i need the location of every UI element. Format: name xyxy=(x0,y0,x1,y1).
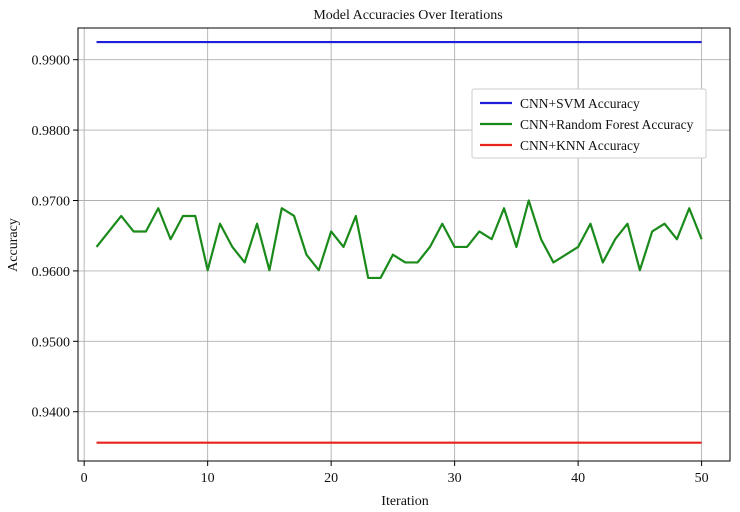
x-axis: 0 10 20 30 40 50 xyxy=(81,461,709,486)
y-tick-label: 0.9700 xyxy=(32,194,71,209)
x-tick-label: 20 xyxy=(324,471,338,486)
y-tick-label: 0.9800 xyxy=(32,124,71,139)
y-axis: 0.9400 0.9500 0.9600 0.9700 0.9800 0.9900 xyxy=(32,54,78,421)
y-tick-label: 0.9400 xyxy=(32,406,71,421)
legend-label-svm: CNN+SVM Accuracy xyxy=(520,96,640,111)
chart-title: Model Accuracies Over Iterations xyxy=(313,8,502,23)
y-tick-label: 0.9600 xyxy=(32,265,71,280)
x-tick-label: 0 xyxy=(81,471,88,486)
y-axis-label: Accuracy xyxy=(6,218,21,272)
legend: CNN+SVM Accuracy CNN+Random Forest Accur… xyxy=(471,88,707,159)
x-tick-label: 40 xyxy=(571,471,585,486)
legend-box xyxy=(471,88,707,159)
x-axis-label: Iteration xyxy=(381,494,428,509)
x-tick-label: 50 xyxy=(695,471,709,486)
plot-area-frame xyxy=(77,27,731,462)
x-tick-label: 30 xyxy=(448,471,462,486)
series-layer xyxy=(95,40,703,444)
legend-label-random-forest: CNN+Random Forest Accuracy xyxy=(520,117,694,132)
y-tick-label: 0.9900 xyxy=(32,54,71,69)
y-tick-label: 0.9500 xyxy=(32,335,71,350)
random-forest-accuracy-line xyxy=(95,199,703,280)
x-tick-label: 10 xyxy=(201,471,215,486)
legend-label-knn: CNN+KNN Accuracy xyxy=(520,138,640,153)
